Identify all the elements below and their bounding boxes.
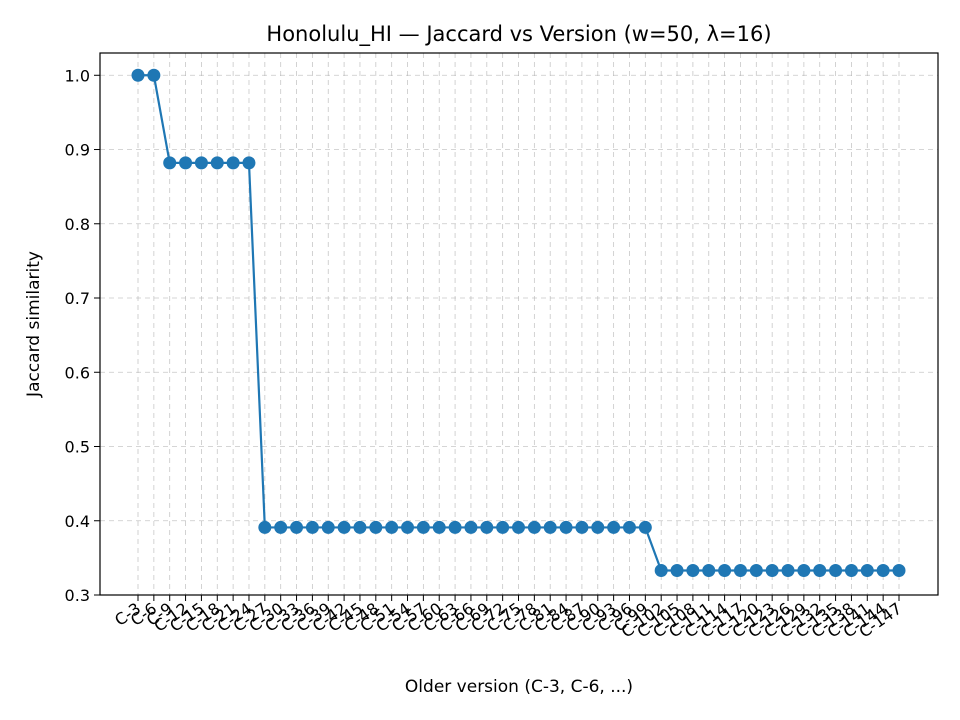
data-point [638,520,652,534]
data-point [559,520,573,534]
data-point [844,563,858,577]
data-point [305,520,319,534]
y-tick-label: 0.6 [65,363,90,382]
y-tick-label: 1.0 [65,66,90,85]
data-point [749,563,763,577]
data-point [543,520,557,534]
y-axis-label: Jaccard similarity [24,251,44,398]
data-point [496,520,510,534]
data-point [527,520,541,534]
data-point [179,156,193,170]
y-tick-label: 0.8 [65,215,90,234]
data-point [226,156,240,170]
data-point [829,563,843,577]
data-point [765,563,779,577]
y-axis: 0.3 0.4 0.5 0.6 0.7 0.8 0.9 1.0 [65,66,100,605]
y-tick-label: 0.5 [65,438,90,457]
data-point [385,520,399,534]
data-point [892,563,906,577]
data-point [860,563,874,577]
data-point [733,563,747,577]
data-point [210,156,224,170]
y-tick-label: 0.4 [65,512,90,531]
chart-title: Honolulu_HI — Jaccard vs Version (w=50, … [266,22,771,47]
data-point [512,520,525,534]
data-point [797,563,811,577]
data-point [258,520,272,534]
y-tick-label: 0.9 [65,141,90,160]
data-point [607,520,621,534]
data-point [591,520,605,534]
data-point [432,520,446,534]
data-point [163,156,177,170]
data-point [401,520,415,534]
data-point [242,156,256,170]
data-point [718,563,732,577]
data-point [321,520,335,534]
grid-layer [100,53,938,596]
y-tick-label: 0.7 [65,289,90,308]
data-point [686,563,700,577]
data-point [464,520,478,534]
data-point [369,520,383,534]
x-axis-label: Older version (C-3, C-6, ...) [405,677,633,697]
series-layer [131,68,906,577]
data-point [813,563,827,577]
data-point [575,520,589,534]
data-point [337,520,351,534]
y-tick-label: 0.3 [65,586,90,605]
data-point [353,520,367,534]
data-point [416,520,430,534]
data-point [480,520,494,534]
data-point [147,68,161,82]
data-point [622,520,636,534]
data-point [781,563,795,577]
data-point [702,563,716,577]
data-point [274,520,288,534]
data-point [670,563,684,577]
data-point [290,520,304,534]
data-point [654,563,668,577]
data-point [876,563,890,577]
data-point [448,520,462,534]
data-point [194,156,208,170]
data-point [131,68,145,82]
